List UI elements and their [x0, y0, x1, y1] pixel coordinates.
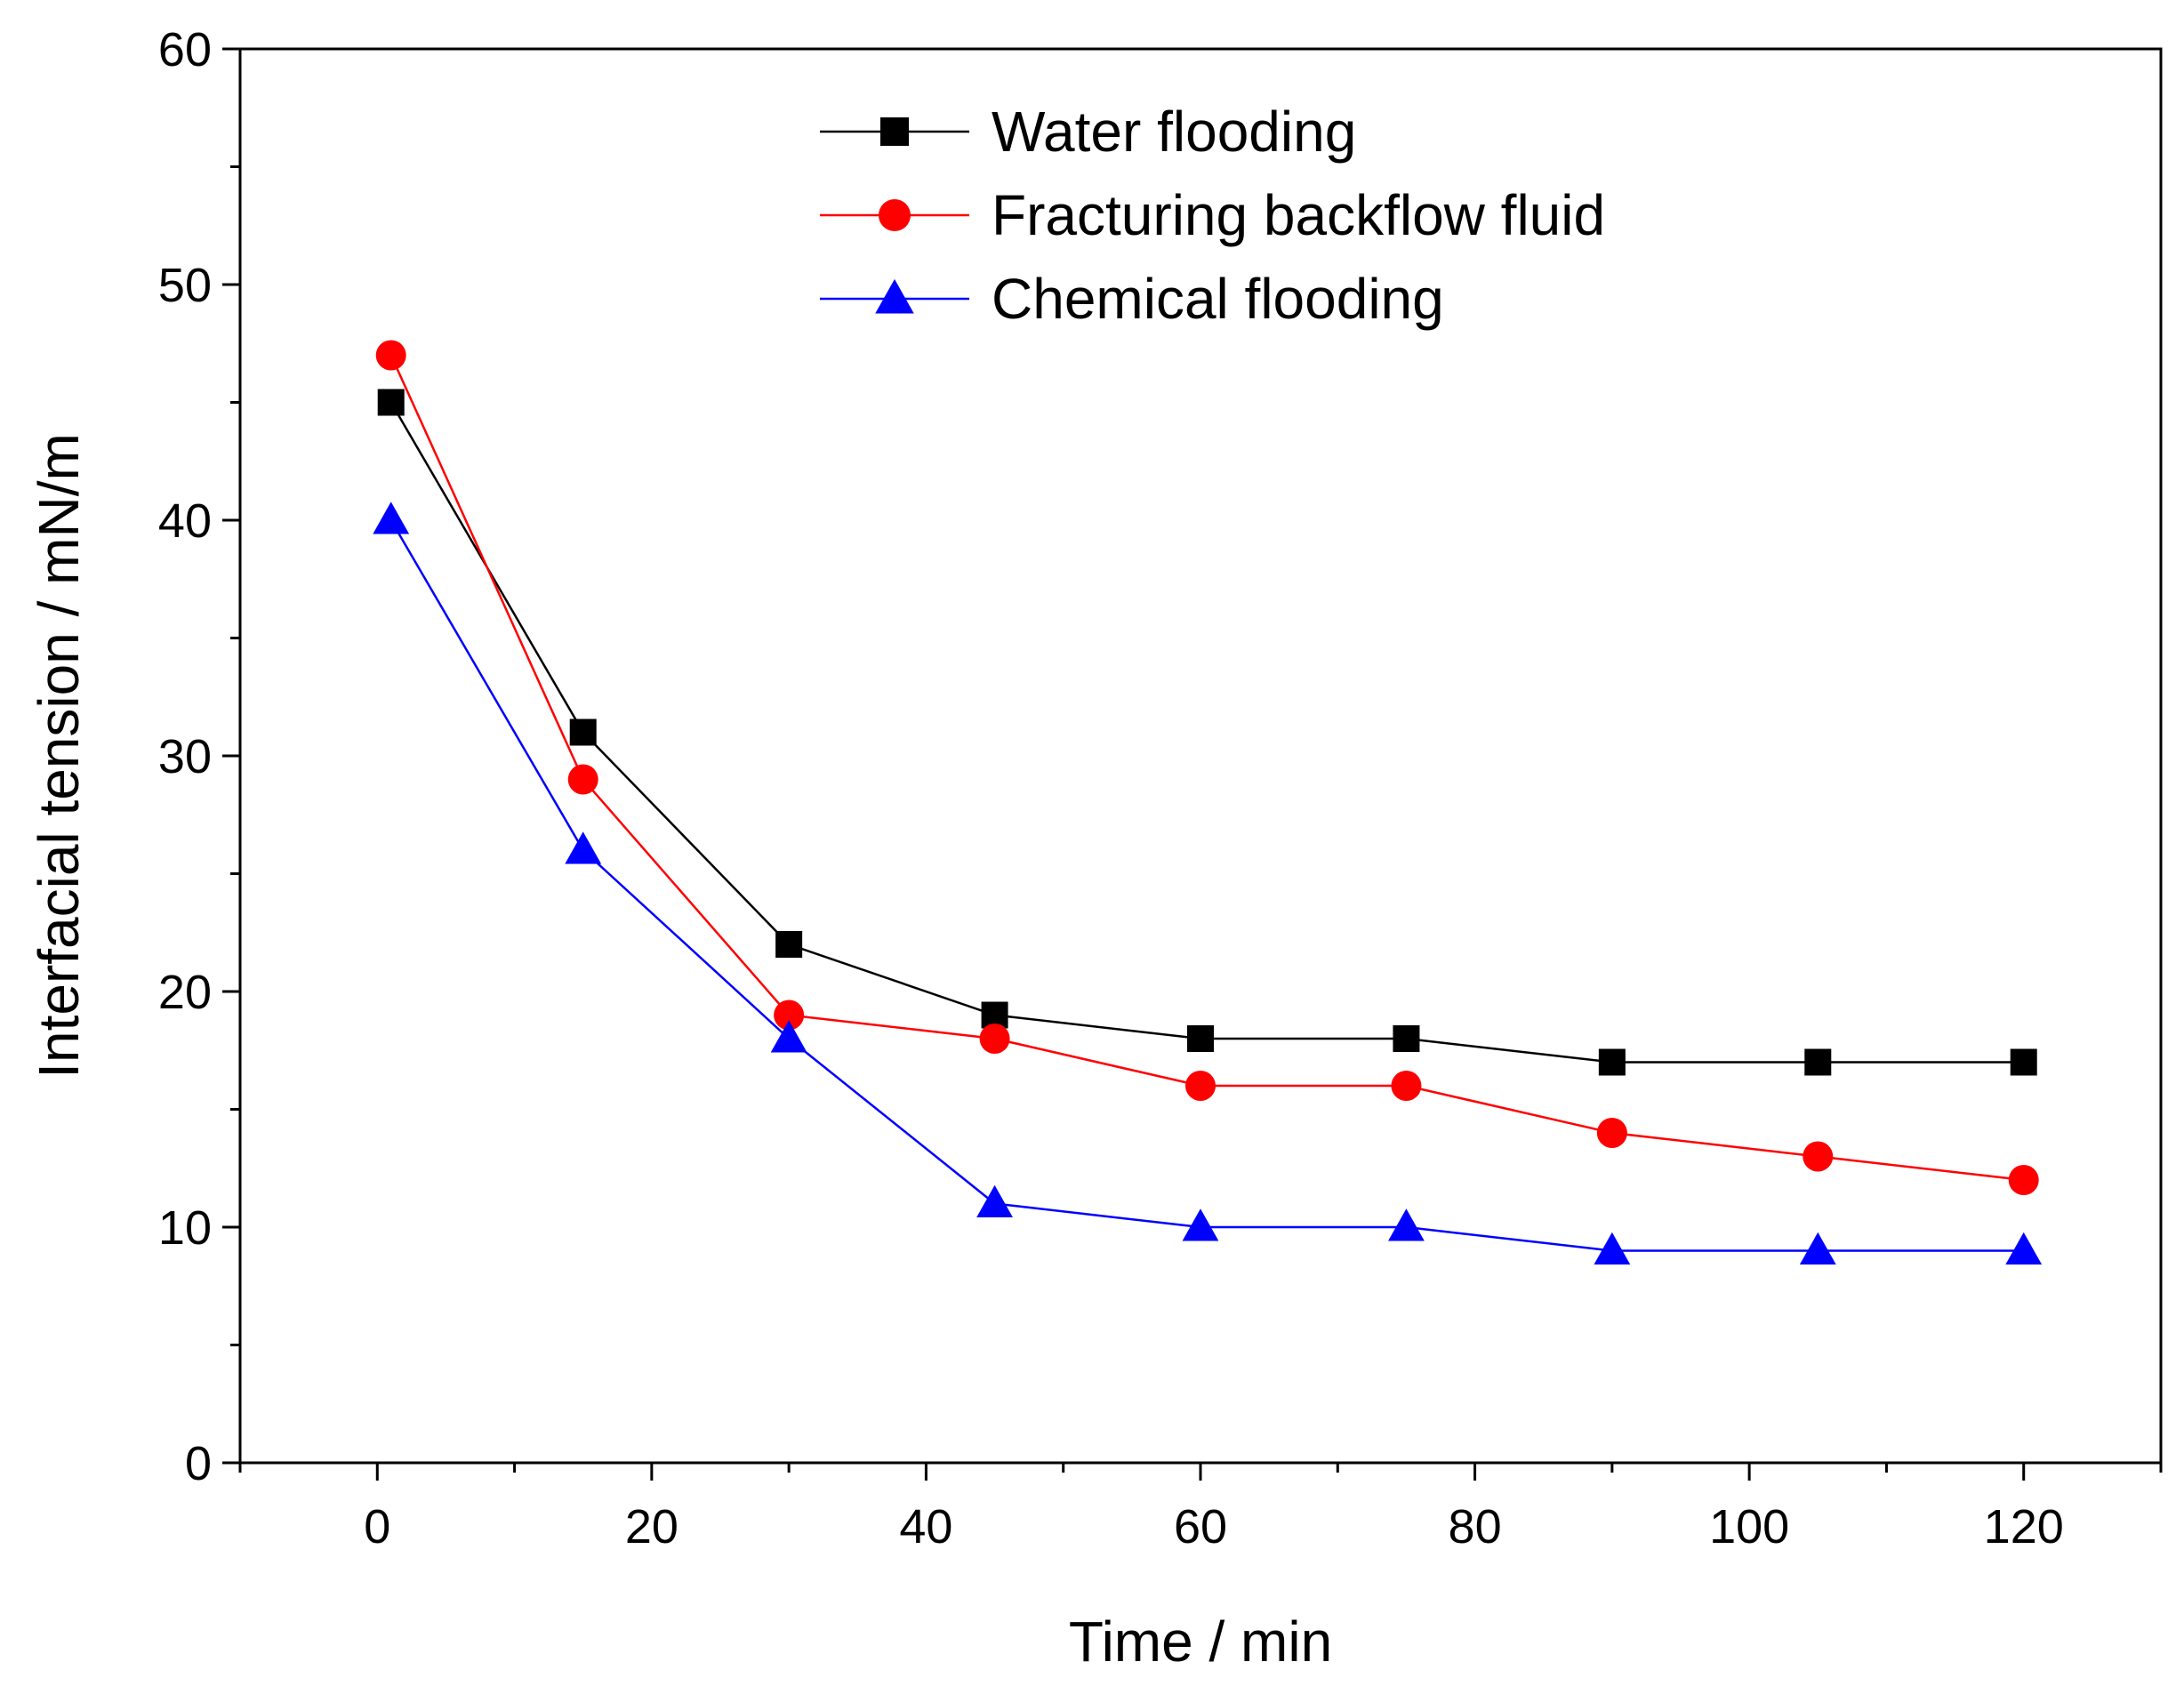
y-tick-label: 0	[185, 1437, 212, 1490]
data-point-water-flooding	[569, 719, 597, 746]
x-tick-label: 100	[1709, 1500, 1789, 1554]
data-point-chemical-flooding	[1388, 1208, 1425, 1241]
x-tick-label: 60	[1174, 1500, 1227, 1554]
data-point-water-flooding	[775, 931, 803, 958]
data-point-fracturing-backflow-fluid	[979, 1024, 1010, 1054]
data-point-water-flooding	[377, 389, 405, 416]
data-point-chemical-flooding	[976, 1184, 1013, 1218]
data-point-fracturing-backflow-fluid	[1391, 1071, 1422, 1101]
y-tick-label: 40	[158, 494, 212, 548]
data-point-fracturing-backflow-fluid	[774, 1000, 805, 1031]
data-point-water-flooding	[2010, 1048, 2037, 1076]
data-point-fracturing-backflow-fluid	[1596, 1118, 1627, 1148]
data-point-water-flooding	[1393, 1025, 1420, 1052]
y-tick-label: 20	[158, 966, 212, 1019]
data-point-chemical-flooding	[1799, 1232, 1836, 1265]
legend-marker-fracturing-backflow-fluid	[879, 199, 911, 231]
data-point-fracturing-backflow-fluid	[1803, 1141, 1834, 1172]
legend-label-chemical-flooding: Chemical flooding	[992, 267, 1444, 331]
y-tick-label: 10	[158, 1201, 212, 1255]
axis-ticks: 0 20 40 60 80 100 120 0 10 20 30 40 50 60	[158, 23, 2163, 1554]
y-tick-label: 60	[158, 23, 212, 76]
series-markers	[373, 340, 2043, 1265]
data-point-water-flooding	[1187, 1025, 1214, 1052]
data-point-water-flooding	[1598, 1048, 1626, 1076]
legend-label-fracturing-backflow-fluid: Fracturing backflow fluid	[992, 183, 1605, 247]
data-point-chemical-flooding	[1594, 1232, 1631, 1265]
data-point-chemical-flooding	[565, 831, 602, 864]
y-tick-label: 50	[158, 259, 212, 312]
y-axis-title: Interfacial tension / mN/m	[27, 433, 91, 1079]
data-point-chemical-flooding	[373, 502, 410, 534]
legend-label-water-flooding: Water flooding	[992, 100, 1356, 164]
data-point-chemical-flooding	[1182, 1208, 1219, 1241]
x-tick-label: 80	[1449, 1500, 1502, 1554]
x-tick-label: 20	[625, 1500, 678, 1554]
data-point-chemical-flooding	[2005, 1232, 2043, 1265]
data-point-fracturing-backflow-fluid	[1185, 1071, 1216, 1101]
x-tick-label: 40	[899, 1500, 952, 1554]
legend: Water flooding Fracturing backflow fluid C…	[820, 100, 1605, 331]
data-point-water-flooding	[1804, 1048, 1832, 1076]
y-tick-label: 30	[158, 730, 212, 783]
data-point-fracturing-backflow-fluid	[375, 340, 406, 371]
legend-marker-chemical-flooding	[875, 278, 914, 314]
data-point-chemical-flooding	[770, 1020, 807, 1053]
x-tick-label: 0	[364, 1500, 390, 1554]
x-tick-label: 120	[1984, 1500, 2064, 1554]
plot-frame	[238, 47, 2163, 1465]
data-point-fracturing-backflow-fluid	[567, 764, 598, 795]
legend-marker-water-flooding	[880, 117, 909, 146]
data-point-fracturing-backflow-fluid	[2008, 1165, 2039, 1195]
x-axis-title: Time / min	[1069, 1610, 1332, 1674]
